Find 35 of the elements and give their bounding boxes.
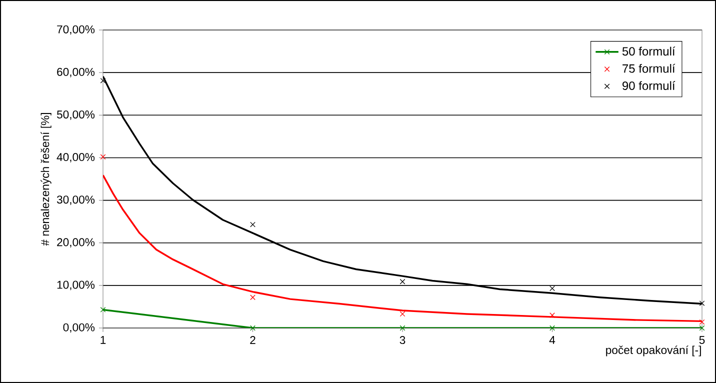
- point: [699, 319, 705, 325]
- y-tick-label: 40,00%: [56, 153, 95, 162]
- point: [250, 222, 256, 228]
- y-tick-label: 10,00%: [57, 280, 95, 290]
- point: [400, 325, 406, 331]
- y-tick-label: 70,00%: [57, 25, 95, 35]
- point: [100, 78, 106, 84]
- line-series: [103, 174, 702, 322]
- point: [550, 286, 555, 292]
- y-tick-label: 20,00%: [57, 238, 95, 248]
- y-tick-label: 0,00%: [63, 323, 95, 333]
- y-axis-title: # nenalezených řešení [%]: [40, 113, 52, 246]
- point: [100, 154, 106, 160]
- legend-label: 90 formulí: [622, 81, 676, 90]
- legend-label: 50 formulí: [622, 46, 676, 56]
- point: [250, 325, 256, 331]
- point: [250, 294, 256, 300]
- y-tick-label: 30,00%: [56, 196, 95, 205]
- x-tick-label: 1: [100, 336, 106, 344]
- line-series: [103, 76, 702, 305]
- point: [699, 325, 705, 331]
- x-tick-label: 3: [400, 336, 406, 344]
- x-axis-title: počet opakování [-]: [606, 346, 701, 356]
- x-tick-label: 5: [699, 336, 705, 344]
- y-tick-label: 50,00%: [56, 110, 95, 120]
- point: [400, 278, 406, 284]
- point: [100, 307, 106, 312]
- point: [400, 311, 406, 317]
- point: [550, 312, 555, 318]
- x-tick-label: 4: [549, 336, 556, 344]
- legend-label: 75 formulí: [622, 64, 676, 73]
- y-tick-label: 60,00%: [57, 68, 95, 78]
- x-tick-label: 2: [250, 336, 256, 344]
- point: [550, 325, 555, 331]
- point: [699, 300, 705, 306]
